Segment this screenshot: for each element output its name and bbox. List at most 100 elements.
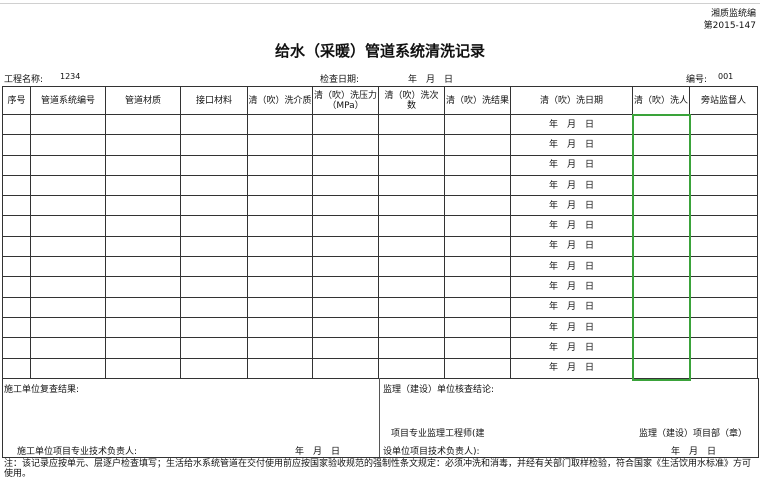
table-cell[interactable]	[30, 337, 106, 359]
cleaning-date-cell[interactable]: 年 月 日	[510, 154, 633, 176]
table-cell[interactable]	[247, 256, 313, 278]
table-cell[interactable]	[312, 337, 379, 359]
table-cell[interactable]	[30, 195, 106, 217]
table-cell[interactable]	[180, 113, 248, 136]
cleaning-date-cell[interactable]: 年 月 日	[510, 235, 633, 258]
table-cell[interactable]	[180, 276, 248, 298]
table-cell[interactable]	[378, 276, 445, 298]
table-cell[interactable]	[2, 174, 31, 197]
cleaning-date-cell[interactable]: 年 月 日	[510, 113, 633, 136]
table-cell[interactable]	[312, 195, 379, 217]
table-cell[interactable]	[30, 316, 106, 339]
table-cell[interactable]	[180, 296, 248, 318]
table-cell[interactable]	[312, 215, 379, 237]
table-cell[interactable]	[105, 134, 181, 156]
table-cell[interactable]	[378, 113, 445, 136]
table-cell[interactable]	[2, 154, 31, 176]
table-cell[interactable]	[689, 215, 758, 237]
cleaning-date-cell[interactable]: 年 月 日	[510, 276, 633, 298]
table-cell[interactable]	[444, 113, 511, 136]
table-cell[interactable]	[105, 316, 181, 339]
table-cell[interactable]	[689, 256, 758, 278]
cleaning-date-cell[interactable]: 年 月 日	[510, 195, 633, 217]
cleaning-date-cell[interactable]: 年 月 日	[510, 296, 633, 318]
table-cell[interactable]	[2, 296, 31, 318]
table-cell[interactable]	[180, 337, 248, 359]
table-cell[interactable]	[105, 154, 181, 176]
table-cell[interactable]	[2, 337, 31, 359]
table-cell[interactable]	[444, 215, 511, 237]
table-cell[interactable]	[30, 215, 106, 237]
table-cell[interactable]	[689, 235, 758, 258]
table-cell[interactable]	[247, 113, 313, 136]
table-cell[interactable]	[312, 174, 379, 197]
table-cell[interactable]	[2, 215, 31, 237]
cleaning-date-cell[interactable]: 年 月 日	[510, 357, 633, 379]
table-cell[interactable]	[2, 276, 31, 298]
table-cell[interactable]	[30, 357, 106, 379]
table-cell[interactable]	[444, 316, 511, 339]
table-cell[interactable]	[247, 235, 313, 258]
number-value[interactable]: 001	[718, 72, 734, 81]
table-cell[interactable]	[180, 134, 248, 156]
table-cell[interactable]	[444, 337, 511, 359]
table-cell[interactable]	[378, 256, 445, 278]
table-cell[interactable]	[312, 134, 379, 156]
table-cell[interactable]	[689, 316, 758, 339]
table-cell[interactable]	[378, 357, 445, 379]
table-cell[interactable]	[105, 174, 181, 197]
cleaning-date-cell[interactable]: 年 月 日	[510, 134, 633, 156]
table-cell[interactable]	[247, 276, 313, 298]
table-cell[interactable]	[105, 357, 181, 379]
table-cell[interactable]	[247, 215, 313, 237]
table-cell[interactable]	[105, 215, 181, 237]
table-cell[interactable]	[247, 357, 313, 379]
table-cell[interactable]	[105, 337, 181, 359]
table-cell[interactable]	[444, 174, 511, 197]
table-cell[interactable]	[689, 134, 758, 156]
table-cell[interactable]	[30, 154, 106, 176]
table-cell[interactable]	[30, 113, 106, 136]
table-cell[interactable]	[689, 276, 758, 298]
table-cell[interactable]	[180, 195, 248, 217]
table-cell[interactable]	[2, 134, 31, 156]
table-cell[interactable]	[180, 256, 248, 278]
table-cell[interactable]	[444, 296, 511, 318]
table-cell[interactable]	[444, 256, 511, 278]
table-cell[interactable]	[180, 235, 248, 258]
table-cell[interactable]	[30, 296, 106, 318]
table-cell[interactable]	[312, 296, 379, 318]
table-cell[interactable]	[378, 215, 445, 237]
table-cell[interactable]	[180, 357, 248, 379]
table-cell[interactable]	[312, 316, 379, 339]
table-cell[interactable]	[247, 154, 313, 176]
table-cell[interactable]	[2, 113, 31, 136]
table-cell[interactable]	[444, 195, 511, 217]
table-cell[interactable]	[378, 316, 445, 339]
selected-cell-range[interactable]	[632, 114, 691, 381]
table-cell[interactable]	[247, 296, 313, 318]
date-value[interactable]: 年 月 日	[408, 75, 454, 85]
table-cell[interactable]	[689, 357, 758, 379]
table-cell[interactable]	[247, 316, 313, 339]
project-value[interactable]: 1234	[60, 72, 81, 81]
table-cell[interactable]	[247, 134, 313, 156]
cleaning-date-cell[interactable]: 年 月 日	[510, 174, 633, 197]
table-cell[interactable]	[105, 296, 181, 318]
table-cell[interactable]	[312, 357, 379, 379]
table-cell[interactable]	[180, 174, 248, 197]
table-cell[interactable]	[312, 256, 379, 278]
cleaning-date-cell[interactable]: 年 月 日	[510, 256, 633, 278]
table-cell[interactable]	[312, 154, 379, 176]
table-cell[interactable]	[689, 154, 758, 176]
table-cell[interactable]	[312, 276, 379, 298]
cleaning-date-cell[interactable]: 年 月 日	[510, 215, 633, 237]
table-cell[interactable]	[180, 154, 248, 176]
table-cell[interactable]	[247, 337, 313, 359]
supervisor-date[interactable]: 年 月 日	[671, 447, 717, 457]
table-cell[interactable]	[444, 276, 511, 298]
cleaning-date-cell[interactable]: 年 月 日	[510, 316, 633, 339]
contractor-date[interactable]: 年 月 日	[295, 447, 341, 457]
table-cell[interactable]	[444, 357, 511, 379]
table-cell[interactable]	[378, 296, 445, 318]
